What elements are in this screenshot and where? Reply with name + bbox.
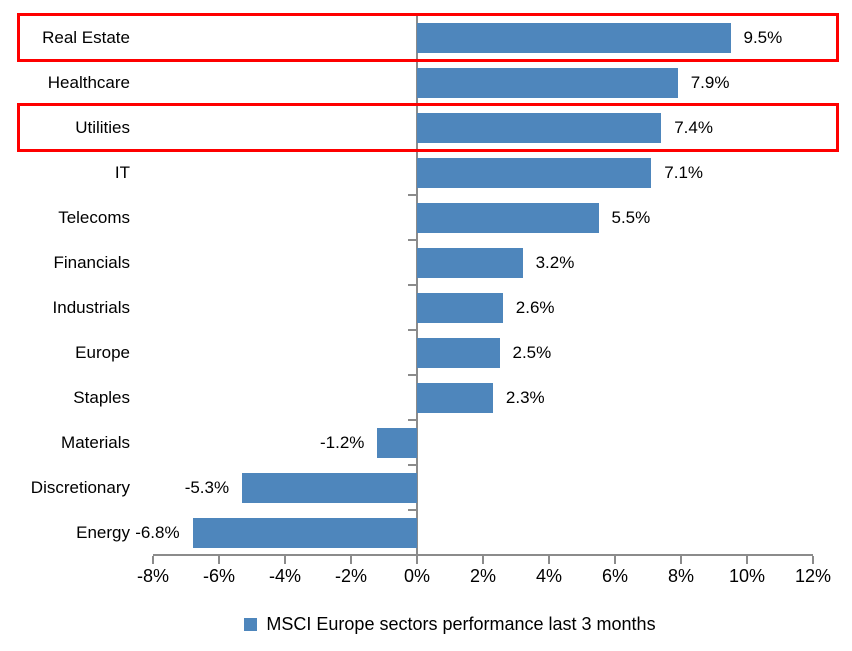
category-label-materials: Materials bbox=[61, 432, 130, 452]
category-label-healthcare: Healthcare bbox=[47, 72, 130, 92]
category-axis-tick bbox=[408, 419, 416, 421]
category-label-staples: Staples bbox=[73, 387, 130, 407]
value-label-discretionary: -5.3% bbox=[184, 477, 230, 497]
category-axis-tick bbox=[408, 554, 416, 556]
category-axis-tick bbox=[408, 464, 416, 466]
x-tick-label-8-: 8% bbox=[667, 566, 694, 586]
x-axis-tick bbox=[746, 556, 748, 564]
x-axis-tick bbox=[548, 556, 550, 564]
bar-real-estate bbox=[417, 22, 731, 53]
bar-utilities bbox=[417, 112, 662, 143]
value-label-telecoms: 5.5% bbox=[611, 207, 651, 227]
x-axis-tick bbox=[284, 556, 286, 564]
value-label-europe: 2.5% bbox=[512, 342, 552, 362]
y-axis-line bbox=[416, 15, 418, 555]
value-label-staples: 2.3% bbox=[505, 387, 545, 407]
category-label-energy: Energy bbox=[76, 522, 130, 542]
bar-energy bbox=[192, 517, 417, 548]
category-axis-tick bbox=[408, 194, 416, 196]
value-label-materials: -1.2% bbox=[319, 432, 365, 452]
value-label-financials: 3.2% bbox=[535, 252, 575, 272]
x-tick-label-12-: 12% bbox=[794, 566, 832, 586]
highlight-box-real-estate bbox=[17, 13, 839, 62]
value-label-energy: -6.8% bbox=[135, 522, 180, 542]
bar-discretionary bbox=[242, 472, 417, 503]
category-label-financials: Financials bbox=[53, 252, 130, 272]
x-axis-tick bbox=[152, 556, 154, 564]
x-axis-tick bbox=[416, 556, 418, 564]
category-label-telecoms: Telecoms bbox=[58, 207, 130, 227]
legend-label: MSCI Europe sectors performance last 3 m… bbox=[266, 614, 656, 634]
category-axis-tick bbox=[408, 239, 416, 241]
x-tick-label--2-: -2% bbox=[334, 566, 367, 586]
x-tick-label-6-: 6% bbox=[601, 566, 628, 586]
value-label-healthcare: 7.9% bbox=[690, 72, 730, 92]
bar-financials bbox=[417, 247, 523, 278]
category-label-discretionary: Discretionary bbox=[30, 477, 130, 497]
category-axis-tick bbox=[408, 329, 416, 331]
x-tick-label--4-: -4% bbox=[268, 566, 301, 586]
x-tick-label-4-: 4% bbox=[535, 566, 562, 586]
x-tick-label--6-: -6% bbox=[202, 566, 235, 586]
x-axis-tick bbox=[812, 556, 814, 564]
x-axis-tick bbox=[482, 556, 484, 564]
x-tick-label-10-: 10% bbox=[728, 566, 766, 586]
value-label-real-estate: 9.5% bbox=[743, 27, 783, 47]
bar-healthcare bbox=[417, 67, 678, 98]
category-axis-tick bbox=[408, 284, 416, 286]
bar-staples bbox=[417, 382, 493, 413]
category-label-europe: Europe bbox=[75, 342, 130, 362]
value-label-utilities: 7.4% bbox=[674, 117, 713, 137]
x-axis-tick bbox=[218, 556, 220, 564]
category-axis-tick bbox=[408, 374, 416, 376]
x-tick-label-2-: 2% bbox=[469, 566, 496, 586]
category-label-real-estate: Real Estate bbox=[42, 27, 130, 47]
x-axis-tick bbox=[614, 556, 616, 564]
legend: MSCI Europe sectors performance last 3 m… bbox=[0, 614, 852, 635]
x-tick-label--8-: -8% bbox=[136, 566, 169, 586]
bar-materials bbox=[377, 427, 417, 458]
x-tick-label-0-: 0% bbox=[403, 566, 430, 586]
x-axis-tick bbox=[350, 556, 352, 564]
x-axis-line bbox=[153, 554, 813, 556]
bar-telecoms bbox=[417, 202, 599, 233]
bar-europe bbox=[417, 337, 500, 368]
category-axis-tick bbox=[408, 509, 416, 511]
category-label-it: IT bbox=[114, 162, 130, 182]
bar-industrials bbox=[417, 292, 503, 323]
value-label-it: 7.1% bbox=[664, 162, 704, 182]
category-label-industrials: Industrials bbox=[52, 297, 130, 317]
highlight-box-utilities bbox=[17, 103, 839, 152]
legend-swatch-icon bbox=[244, 618, 258, 631]
category-label-utilities: Utilities bbox=[75, 117, 130, 137]
value-label-industrials: 2.6% bbox=[515, 297, 555, 317]
x-axis-tick bbox=[680, 556, 682, 564]
bar-it bbox=[417, 157, 652, 188]
